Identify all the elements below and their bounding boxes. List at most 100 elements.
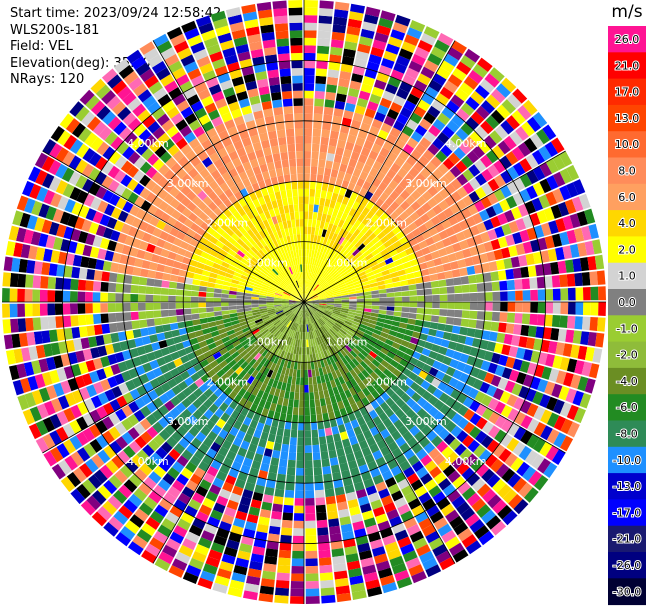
- velocity-gate: [308, 264, 312, 273]
- velocity-gate: [345, 232, 353, 241]
- velocity-gate: [436, 272, 446, 280]
- velocity-gate: [352, 65, 366, 76]
- velocity-gate: [306, 249, 310, 257]
- velocity-gate: [320, 252, 326, 261]
- velocity-gate: [366, 271, 375, 278]
- velocity-gate: [307, 264, 310, 273]
- velocity-gate: [478, 209, 490, 222]
- velocity-gate: [483, 135, 497, 149]
- velocity-gate: [530, 239, 541, 252]
- velocity-gate: [469, 292, 478, 302]
- velocity-gate: [394, 195, 405, 206]
- velocity-gate: [304, 296, 310, 302]
- velocity-gate: [304, 0, 318, 8]
- velocity-gate: [545, 191, 558, 206]
- velocity-gate: [328, 231, 335, 240]
- velocity-gate: [572, 179, 586, 195]
- velocity-gate: [309, 280, 314, 289]
- velocity-gate: [360, 146, 371, 157]
- velocity-gate: [334, 302, 342, 304]
- velocity-gate: [416, 195, 427, 207]
- velocity-gate: [332, 115, 343, 125]
- velocity-gate: [313, 284, 320, 291]
- velocity-gate: [545, 288, 554, 301]
- velocity-gate: [390, 162, 401, 174]
- velocity-gate: [309, 291, 316, 297]
- velocity-gate: [314, 285, 320, 292]
- velocity-gate: [360, 246, 369, 255]
- velocity-gate: [468, 177, 481, 190]
- velocity-gate: [415, 206, 426, 217]
- velocity-gate: [448, 152, 461, 165]
- velocity-gate: [562, 215, 574, 231]
- velocity-gate: [410, 131, 423, 143]
- velocity-gate: [332, 271, 340, 279]
- velocity-gate: [308, 280, 312, 288]
- velocity-gate: [307, 288, 311, 296]
- velocity-gate: [564, 259, 575, 273]
- velocity-gate: [312, 211, 318, 220]
- velocity-gate: [581, 272, 591, 286]
- velocity-gate: [316, 212, 323, 221]
- velocity-gate: [573, 227, 585, 243]
- velocity-gate: [347, 288, 356, 293]
- velocity-gate: [539, 162, 553, 178]
- velocity-gate: [406, 93, 420, 106]
- velocity-gate: [451, 223, 463, 234]
- velocity-gate: [405, 232, 415, 241]
- velocity-gate: [397, 167, 408, 179]
- velocity-gate: [481, 168, 494, 182]
- velocity-gate: [375, 256, 385, 264]
- velocity-gate: [456, 186, 468, 199]
- velocity-gate: [304, 264, 306, 272]
- velocity-gate: [362, 180, 372, 191]
- velocity-gate: [394, 302, 403, 307]
- velocity-gate: [330, 283, 338, 289]
- velocity-gate: [317, 45, 330, 55]
- velocity-gate: [372, 160, 383, 171]
- velocity-gate: [347, 182, 356, 192]
- velocity-gate: [334, 226, 342, 235]
- velocity-gate: [427, 143, 440, 156]
- velocity-gate: [423, 26, 440, 39]
- velocity-gate: [364, 302, 372, 306]
- velocity-gate: [304, 286, 306, 295]
- colorbar-tick: 4.0: [618, 217, 636, 230]
- velocity-gate: [473, 264, 483, 274]
- velocity-gate: [365, 157, 376, 168]
- velocity-gate: [421, 202, 432, 213]
- velocity-gate: [325, 160, 333, 169]
- velocity-gate: [470, 111, 485, 125]
- velocity-gate: [318, 297, 327, 300]
- velocity-gate: [490, 216, 501, 228]
- velocity-gate: [325, 246, 332, 255]
- velocity-gate: [325, 238, 332, 247]
- velocity-gate: [490, 239, 501, 251]
- velocity-gate: [362, 164, 372, 174]
- velocity-gate: [428, 124, 441, 137]
- colorbar-tick: 17.0: [615, 86, 640, 99]
- velocity-gate: [346, 243, 355, 252]
- velocity-gate: [575, 287, 584, 301]
- velocity-gate: [399, 189, 411, 200]
- velocity-gate: [378, 221, 388, 231]
- velocity-gate: [385, 83, 398, 95]
- velocity-gate: [342, 48, 356, 58]
- velocity-gate: [386, 287, 395, 293]
- velocity-gate: [456, 108, 470, 122]
- velocity-gate: [439, 86, 454, 100]
- velocity-gate: [500, 291, 508, 301]
- velocity-gate: [406, 137, 419, 149]
- velocity-gate: [323, 272, 330, 280]
- velocity-gate: [371, 143, 382, 154]
- velocity-gate: [394, 156, 406, 168]
- velocity-gate: [391, 254, 401, 262]
- velocity-gate: [326, 152, 335, 162]
- velocity-gate: [493, 174, 506, 188]
- velocity-gate: [401, 290, 410, 297]
- velocity-gate: [341, 156, 350, 166]
- velocity-gate: [319, 236, 325, 245]
- velocity-gate: [587, 255, 597, 271]
- velocity-gate: [426, 173, 438, 186]
- velocity-gate: [552, 171, 566, 187]
